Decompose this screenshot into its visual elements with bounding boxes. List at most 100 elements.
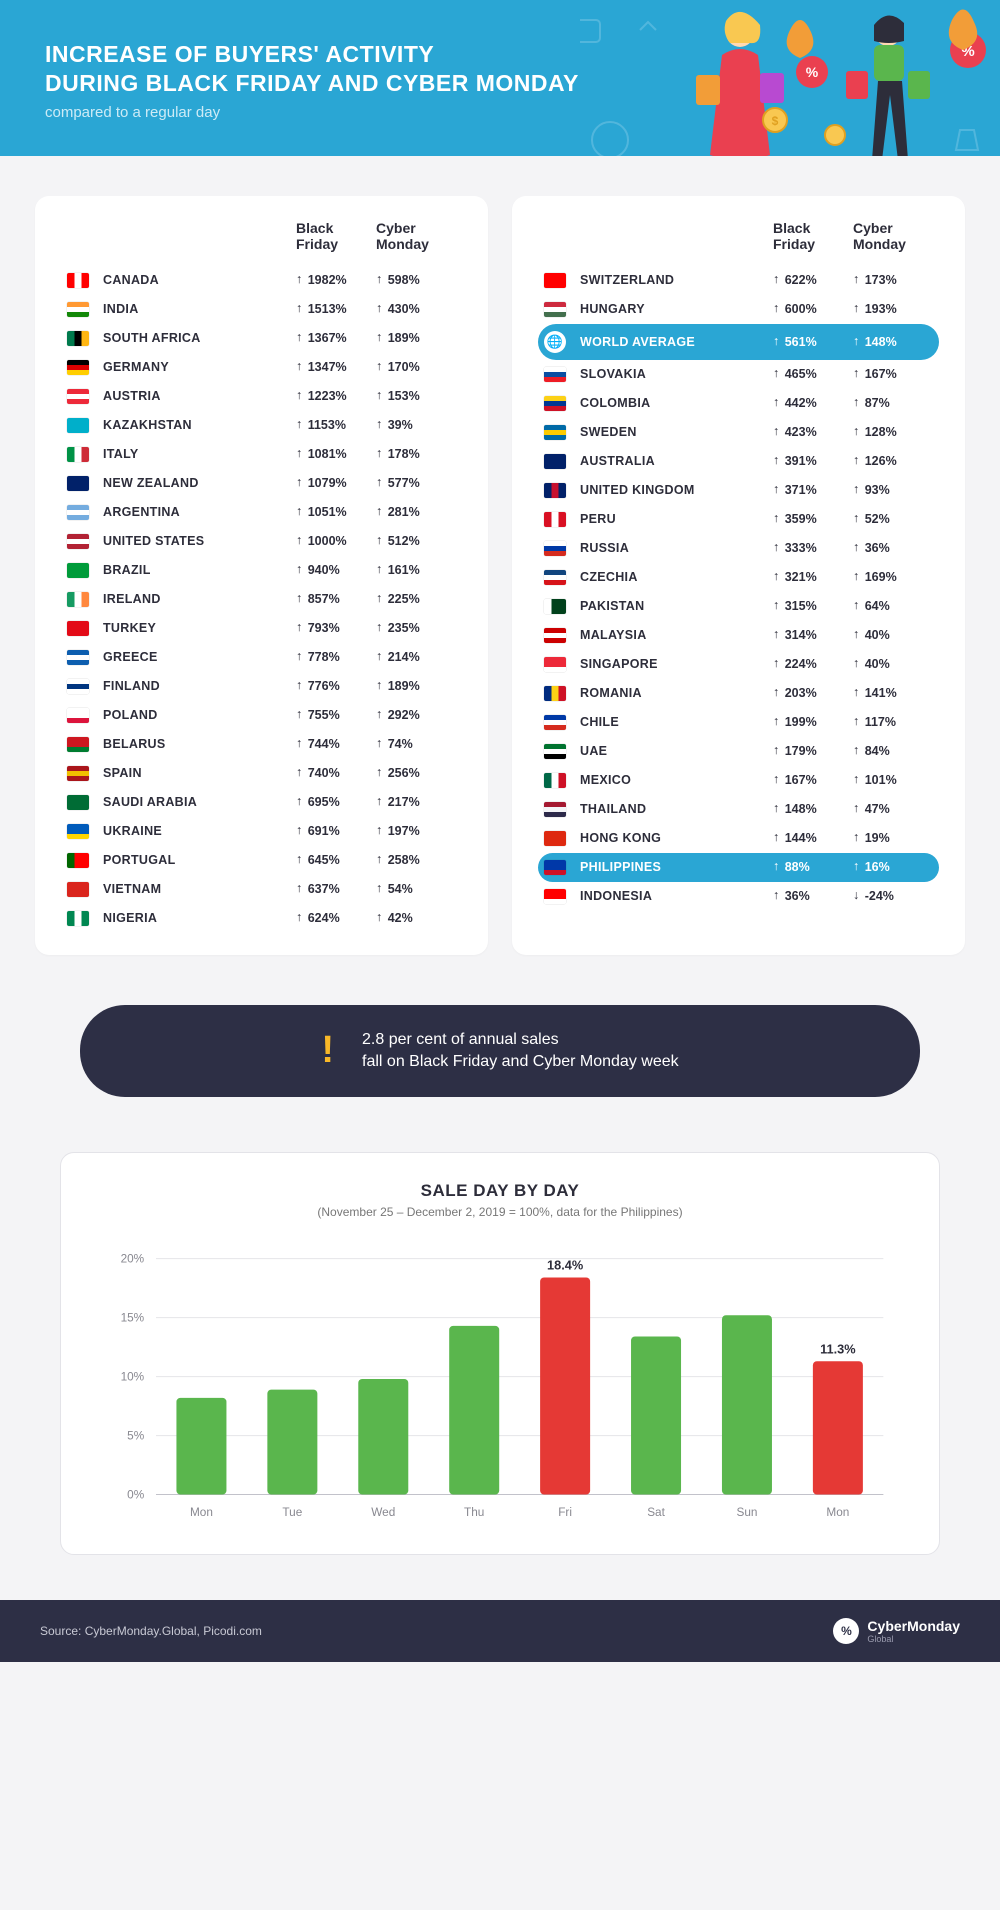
table-row: AUSTRIA↑ 1223%↑ 153% xyxy=(61,382,462,411)
black-friday-value: ↑ 203% xyxy=(773,686,853,700)
chart-bar xyxy=(449,1326,499,1495)
flag-icon xyxy=(544,889,566,904)
table-row: SWITZERLAND↑ 622%↑ 173% xyxy=(538,266,939,295)
chart-card: SALE DAY BY DAY (November 25 – December … xyxy=(60,1152,940,1555)
country-name: INDONESIA xyxy=(580,889,773,903)
black-friday-value: ↑ 622% xyxy=(773,273,853,287)
country-name: ITALY xyxy=(103,447,296,461)
black-friday-value: ↑ 1347% xyxy=(296,360,376,374)
flag-icon xyxy=(544,570,566,585)
black-friday-value: ↑ 199% xyxy=(773,715,853,729)
table-row: MALAYSIA↑ 314%↑ 40% xyxy=(538,621,939,650)
cyber-monday-value: ↑ 173% xyxy=(853,273,933,287)
table-row: CZECHIA↑ 321%↑ 169% xyxy=(538,563,939,592)
black-friday-value: ↑ 224% xyxy=(773,657,853,671)
table-row: INDONESIA↑ 36%↓ -24% xyxy=(538,882,939,911)
country-name: SAUDI ARABIA xyxy=(103,795,296,809)
flag-icon xyxy=(544,454,566,469)
cyber-monday-value: ↑ 16% xyxy=(853,860,933,874)
country-name: SOUTH AFRICA xyxy=(103,331,296,345)
chart-bar xyxy=(358,1379,408,1495)
flag-icon xyxy=(67,302,89,317)
cyber-monday-value: ↑ 217% xyxy=(376,795,456,809)
table-row: PAKISTAN↑ 315%↑ 64% xyxy=(538,592,939,621)
black-friday-value: ↑ 148% xyxy=(773,802,853,816)
country-name: CZECHIA xyxy=(580,570,773,584)
svg-text:Thu: Thu xyxy=(464,1506,484,1519)
table-row: PORTUGAL↑ 645%↑ 258% xyxy=(61,846,462,875)
flag-icon xyxy=(67,592,89,607)
country-name: UAE xyxy=(580,744,773,758)
flag-icon xyxy=(67,505,89,520)
cyber-monday-value: ↑ 36% xyxy=(853,541,933,555)
table-row: TURKEY↑ 793%↑ 235% xyxy=(61,614,462,643)
cyber-monday-value: ↑ 117% xyxy=(853,715,933,729)
cyber-monday-value: ↑ 189% xyxy=(376,679,456,693)
cyber-monday-value: ↑ 101% xyxy=(853,773,933,787)
country-name: UNITED STATES xyxy=(103,534,296,548)
logo-subtext: Global xyxy=(867,1634,960,1644)
cyber-monday-value: ↑ 87% xyxy=(853,396,933,410)
black-friday-value: ↑ 88% xyxy=(773,860,853,874)
chart-bar xyxy=(722,1316,772,1495)
country-name: COLOMBIA xyxy=(580,396,773,410)
page-subtitle: compared to a regular day xyxy=(45,104,955,121)
svg-text:10%: 10% xyxy=(121,1371,145,1384)
flag-icon xyxy=(544,686,566,701)
black-friday-value: ↑ 600% xyxy=(773,302,853,316)
table-row: VIETNAM↑ 637%↑ 54% xyxy=(61,875,462,904)
flag-icon xyxy=(67,882,89,897)
flag-icon xyxy=(67,331,89,346)
cyber-monday-value: ↑ 148% xyxy=(853,335,933,349)
source-text: Source: CyberMonday.Global, Picodi.com xyxy=(40,1624,262,1638)
table-row: UNITED KINGDOM↑ 371%↑ 93% xyxy=(538,476,939,505)
svg-text:Fri: Fri xyxy=(558,1506,572,1519)
cyber-monday-value: ↑ 258% xyxy=(376,853,456,867)
black-friday-value: ↑ 314% xyxy=(773,628,853,642)
cyber-monday-value: ↑ 153% xyxy=(376,389,456,403)
svg-text:Mon: Mon xyxy=(190,1506,213,1519)
table-row: ARGENTINA↑ 1051%↑ 281% xyxy=(61,498,462,527)
table-row: GERMANY↑ 1347%↑ 170% xyxy=(61,353,462,382)
flag-icon xyxy=(67,273,89,288)
table-row: KAZAKHSTAN↑ 1153%↑ 39% xyxy=(61,411,462,440)
table-row: MEXICO↑ 167%↑ 101% xyxy=(538,766,939,795)
flag-icon xyxy=(544,367,566,382)
country-table-left: Black Friday Cyber Monday CANADA↑ 1982%↑… xyxy=(35,196,488,955)
table-row: THAILAND↑ 148%↑ 47% xyxy=(538,795,939,824)
country-name: AUSTRIA xyxy=(103,389,296,403)
country-name: INDIA xyxy=(103,302,296,316)
table-row: INDIA↑ 1513%↑ 430% xyxy=(61,295,462,324)
cyber-monday-value: ↑ 214% xyxy=(376,650,456,664)
table-row: SOUTH AFRICA↑ 1367%↑ 189% xyxy=(61,324,462,353)
flag-icon xyxy=(67,418,89,433)
black-friday-value: ↑ 645% xyxy=(296,853,376,867)
black-friday-value: ↑ 359% xyxy=(773,512,853,526)
page-title: INCREASE OF BUYERS' ACTIVITY DURING BLAC… xyxy=(45,40,645,98)
flag-icon xyxy=(67,911,89,926)
table-row: FINLAND↑ 776%↑ 189% xyxy=(61,672,462,701)
flag-icon xyxy=(544,715,566,730)
svg-text:Sun: Sun xyxy=(736,1506,757,1519)
flag-icon xyxy=(67,650,89,665)
cyber-monday-value: ↑ 74% xyxy=(376,737,456,751)
flag-icon xyxy=(544,744,566,759)
black-friday-value: ↑ 624% xyxy=(296,911,376,925)
svg-text:Sat: Sat xyxy=(647,1506,665,1519)
svg-text:11.3%: 11.3% xyxy=(820,1342,856,1357)
flag-icon xyxy=(544,802,566,817)
table-row: GREECE↑ 778%↑ 214% xyxy=(61,643,462,672)
flag-icon xyxy=(544,628,566,643)
black-friday-value: ↑ 442% xyxy=(773,396,853,410)
black-friday-value: ↑ 371% xyxy=(773,483,853,497)
flag-icon xyxy=(544,302,566,317)
table-row: UAE↑ 179%↑ 84% xyxy=(538,737,939,766)
footer-logo: % CyberMonday Global xyxy=(833,1618,960,1644)
chart-section: SALE DAY BY DAY (November 25 – December … xyxy=(0,1097,1000,1600)
flag-icon xyxy=(67,824,89,839)
footer: Source: CyberMonday.Global, Picodi.com %… xyxy=(0,1600,1000,1662)
black-friday-value: ↑ 755% xyxy=(296,708,376,722)
country-name: PAKISTAN xyxy=(580,599,773,613)
flag-icon xyxy=(544,657,566,672)
black-friday-value: ↑ 744% xyxy=(296,737,376,751)
